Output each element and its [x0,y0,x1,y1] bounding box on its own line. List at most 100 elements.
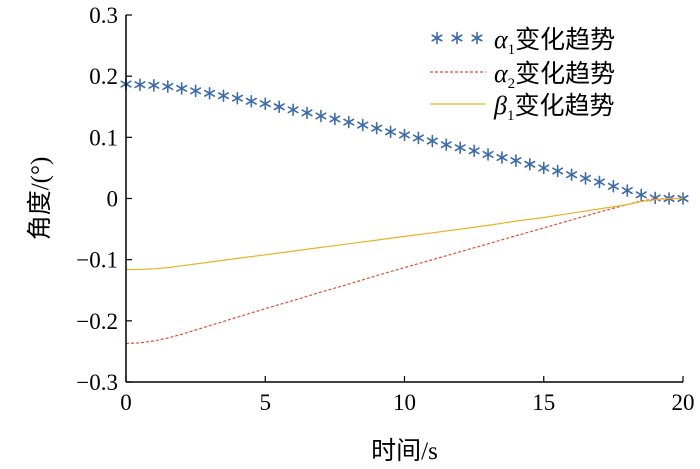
asterisk-stroke [510,157,522,165]
legend-label: α1变化趋势 [494,25,615,58]
data-point [259,97,271,110]
legend-suffix: 变化趋势 [515,60,615,88]
data-point [593,175,606,189]
legend-subscript: 1 [508,42,516,58]
asterisk-stroke [431,34,443,42]
data-point [649,191,661,205]
data-point [607,179,619,193]
data-point [190,84,202,98]
legend-marker [451,31,463,45]
data-point [524,157,536,171]
asterisk-stroke [385,128,397,136]
asterisk-stroke [471,34,483,42]
asterisk-stroke [245,97,257,105]
y-tick-label: 0 [107,187,119,212]
asterisk-stroke [607,182,619,190]
data-point [566,168,578,181]
asterisk-stroke [412,134,424,142]
data-point [357,118,369,132]
data-point [552,164,564,178]
data-point [162,80,174,93]
x-tick-label: 15 [532,390,555,415]
data-point [621,184,633,197]
legend-symbol: β [493,91,507,120]
legend-label: α2变化趋势 [494,59,615,92]
data-point [231,91,243,105]
data-point [510,154,522,167]
asterisk-stroke [301,109,313,117]
data-point [538,161,550,175]
legend-suffix: 变化趋势 [515,26,615,54]
data-point [329,112,341,126]
plot-area [120,77,689,345]
series-3-line [126,197,683,271]
asterisk-stroke [176,84,188,92]
data-point [245,94,257,108]
y-tick-label: 0.2 [89,64,118,89]
y-tick-label: −0.2 [76,309,118,334]
legend-suffix: 变化趋势 [514,92,614,120]
asterisk-stroke [552,167,564,175]
data-point [343,115,355,129]
asterisk-stroke [134,81,146,89]
data-point [287,103,299,117]
asterisk-stroke [162,83,174,91]
axes: 0 5 10 15 20 −0.3 −0.2 −0.1 0 0.1 0.2 0.3 [76,3,694,415]
asterisk-stroke [426,137,438,145]
data-point [217,89,230,103]
legend-subscript: 1 [507,108,515,124]
data-point [176,82,188,95]
asterisk-stroke [593,178,606,186]
asterisk-stroke [371,124,383,132]
legend-symbol: α [494,59,509,88]
x-tick-label: 5 [260,390,272,415]
data-point [454,141,466,155]
asterisk-stroke [524,160,536,168]
y-tick-label: −0.1 [76,248,118,273]
asterisk-stroke [496,153,508,162]
data-point [371,121,383,135]
asterisk-stroke [482,150,494,159]
data-point [385,125,397,139]
legend-item-3: β1变化趋势 [430,91,614,124]
data-point [412,131,424,145]
legend-item-1: α1变化趋势 [431,25,615,58]
asterisk-stroke [343,118,355,126]
asterisk-stroke [231,94,243,102]
legend-item-2: α2变化趋势 [430,59,615,92]
asterisk-stroke [259,100,271,108]
x-tick-label: 0 [120,390,132,415]
asterisk-stroke [203,89,216,97]
asterisk-stroke [190,87,202,95]
asterisk-stroke [148,81,160,89]
data-point [496,151,508,164]
asterisk-stroke [621,186,633,195]
data-point [301,106,313,120]
data-point [579,172,592,185]
legend-marker [471,31,483,45]
asterisk-stroke [398,131,411,139]
y-tick-label: 0.3 [89,3,118,28]
asterisk-stroke [579,174,592,182]
asterisk-stroke [454,144,466,152]
asterisk-stroke [468,147,480,155]
asterisk-stroke [273,103,285,111]
data-point [468,144,480,158]
data-point [273,100,285,114]
data-point [203,86,216,100]
data-point [134,78,146,92]
x-axis-label: 时间/s [371,437,438,465]
asterisk-stroke [357,121,369,129]
legend-subscript: 2 [508,76,516,92]
data-point [440,138,452,151]
asterisk-stroke [315,112,327,120]
data-point [635,188,647,202]
y-tick-label: −0.3 [76,370,118,395]
asterisk-stroke [329,115,341,123]
asterisk-stroke [440,141,452,149]
y-axis-label: 角度/(°) [26,157,54,241]
y-tick-label: 0.1 [89,125,118,150]
asterisk-stroke [451,34,463,42]
